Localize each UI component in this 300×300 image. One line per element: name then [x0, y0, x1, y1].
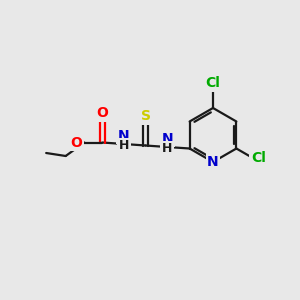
- Text: Cl: Cl: [206, 76, 220, 90]
- Text: S: S: [140, 109, 151, 123]
- Text: Cl: Cl: [251, 151, 266, 164]
- Text: N: N: [161, 132, 173, 145]
- Text: O: O: [70, 136, 83, 149]
- Text: O: O: [96, 106, 108, 120]
- Text: N: N: [118, 129, 130, 142]
- Text: N: N: [207, 155, 219, 169]
- Text: H: H: [162, 142, 172, 155]
- Text: H: H: [119, 139, 129, 152]
